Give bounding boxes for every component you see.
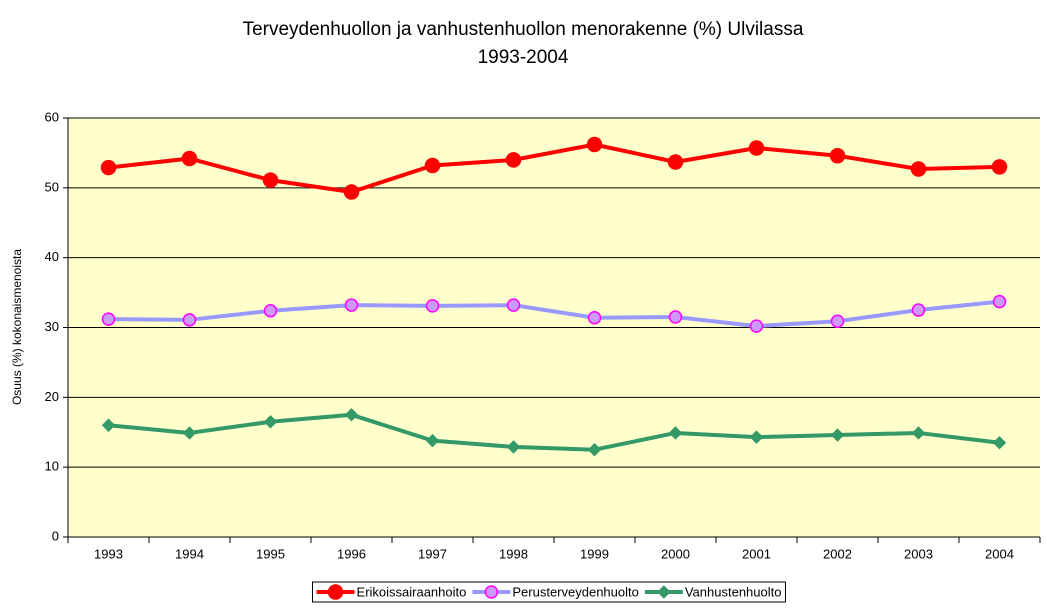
marker <box>911 303 926 317</box>
series-line <box>108 412 1000 452</box>
chart-title: 1993-2004 <box>478 47 569 68</box>
x-tick-label: 1998 <box>499 546 528 561</box>
legend-label: Vanhustenhuolto <box>685 584 782 599</box>
marker <box>992 294 1007 309</box>
legend: Erikoissairaanhoito Perusterveydenhuolto V… <box>312 581 786 603</box>
marker <box>101 418 116 432</box>
marker <box>911 426 926 440</box>
x-tick-label: 1994 <box>175 546 204 561</box>
y-tick-label: 30 <box>45 319 59 334</box>
marker <box>586 136 603 153</box>
marker <box>344 298 359 312</box>
marker <box>748 140 765 156</box>
marker <box>668 426 683 440</box>
marker <box>425 433 440 448</box>
series-line <box>108 299 1000 329</box>
marker <box>263 415 278 429</box>
marker <box>667 154 684 170</box>
marker <box>992 436 1007 450</box>
marker <box>668 310 683 324</box>
marker <box>484 585 499 599</box>
marker <box>587 443 602 457</box>
marker <box>424 157 441 174</box>
y-tick-label: 0 <box>52 528 59 543</box>
marker <box>100 159 117 176</box>
x-tick-label: 2004 <box>985 546 1014 561</box>
marker <box>344 408 359 422</box>
marker <box>910 161 927 177</box>
marker <box>506 440 521 454</box>
legend-label: Perusterveydenhuolto <box>512 584 638 599</box>
x-tick-label: 2002 <box>823 546 852 561</box>
x-tick-label: 2001 <box>742 546 771 561</box>
marker <box>182 313 197 327</box>
marker <box>587 310 602 325</box>
x-tick-label: 1997 <box>418 546 447 561</box>
marker <box>991 159 1008 175</box>
marker <box>263 303 278 318</box>
legend-box <box>312 581 786 603</box>
marker <box>749 319 764 333</box>
series-line <box>108 142 1000 195</box>
marker <box>343 184 360 200</box>
x-tick-label: 1999 <box>580 546 609 561</box>
x-tick-label: 2003 <box>904 546 933 561</box>
marker <box>182 426 197 440</box>
marker <box>749 430 764 444</box>
x-tick-label: 1995 <box>256 546 285 561</box>
marker <box>505 152 522 168</box>
marker <box>181 150 198 167</box>
y-tick-label: 10 <box>45 459 59 474</box>
marker <box>327 584 344 600</box>
marker <box>425 299 440 313</box>
y-axis-label: Osuus (%) kokonaismenoista <box>10 249 24 405</box>
y-tick-label: 40 <box>45 249 59 264</box>
y-tick-label: 50 <box>45 179 59 194</box>
x-tick-label: 1996 <box>337 546 366 561</box>
marker <box>262 172 279 188</box>
marker <box>830 428 845 442</box>
y-tick-label: 60 <box>45 109 59 124</box>
y-tick-label: 20 <box>45 389 59 404</box>
marker <box>101 312 116 326</box>
marker <box>657 585 671 599</box>
marker <box>506 298 521 312</box>
x-tick-label: 2000 <box>661 546 690 561</box>
marker <box>830 314 845 328</box>
chart-title: Terveydenhuollon ja vanhustenhuollon men… <box>243 19 804 40</box>
marker <box>829 147 846 164</box>
x-tick-label: 1993 <box>94 546 123 561</box>
legend-label: Erikoissairaanhoito <box>357 584 467 599</box>
